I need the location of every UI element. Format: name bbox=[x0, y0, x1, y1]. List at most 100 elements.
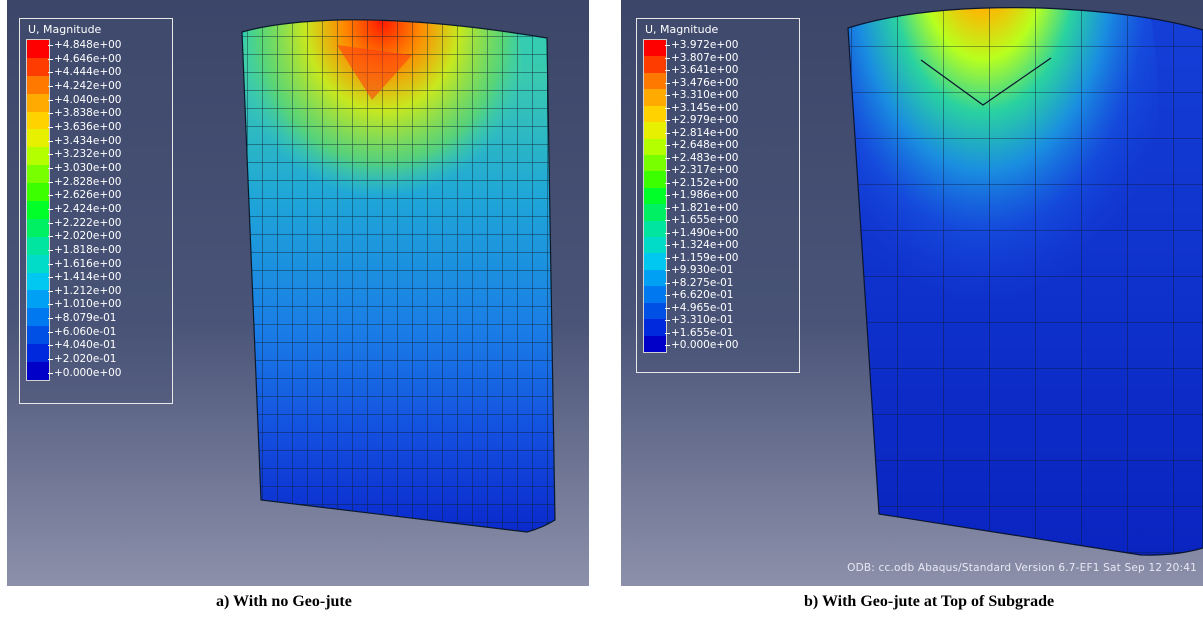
legend-value: +4.242e+00 bbox=[47, 79, 122, 92]
legend-value: +1.490e+00 bbox=[664, 226, 739, 239]
color-swatch bbox=[644, 302, 666, 320]
color-swatch bbox=[644, 187, 666, 205]
color-swatch bbox=[644, 138, 666, 155]
color-swatch bbox=[27, 362, 49, 380]
legend-value: +4.040e+00 bbox=[47, 93, 122, 106]
color-swatch bbox=[27, 129, 49, 148]
legend-value: +6.060e-01 bbox=[47, 326, 121, 338]
legend-value: +3.030e+00 bbox=[47, 161, 122, 174]
legend-value: +3.972e+00 bbox=[664, 39, 739, 51]
color-swatch bbox=[27, 147, 49, 166]
color-swatch bbox=[27, 201, 49, 219]
color-swatch bbox=[27, 254, 49, 273]
color-swatch bbox=[644, 319, 666, 336]
legend-value: +2.424e+00 bbox=[47, 202, 122, 215]
legend-value: +3.232e+00 bbox=[47, 148, 122, 161]
legend-value: +4.646e+00 bbox=[47, 52, 122, 65]
legend-a: U, Magnitude +4.848e+00 +4.646e+00 +4.444e… bbox=[19, 18, 173, 404]
color-swatch bbox=[27, 236, 49, 255]
legend-value: +2.317e+00 bbox=[664, 164, 739, 176]
legend-value: +3.838e+00 bbox=[47, 107, 122, 120]
fe-mesh-model-a bbox=[241, 19, 556, 533]
legend-value: +2.222e+00 bbox=[47, 216, 122, 229]
color-swatch bbox=[27, 344, 49, 363]
color-swatch bbox=[27, 57, 49, 76]
legend-labels: +4.848e+00 +4.646e+00 +4.444e+00 +4.242e+00… bbox=[47, 39, 122, 379]
legend-labels: +3.972e+00 +3.807e+00 +3.641e+00 +3.476e+00… bbox=[664, 39, 739, 351]
legend-value: +1.616e+00 bbox=[47, 257, 122, 270]
color-swatch bbox=[27, 111, 49, 130]
legend-value: +4.965e-01 bbox=[664, 302, 738, 314]
legend-value: +3.310e+00 bbox=[664, 89, 739, 101]
color-swatch bbox=[27, 40, 49, 58]
color-swatch bbox=[644, 171, 666, 188]
legend-title: U, Magnitude bbox=[645, 23, 719, 36]
legend-value: +8.079e-01 bbox=[47, 312, 121, 324]
legend-value: +1.655e+00 bbox=[664, 214, 739, 226]
legend-title: U, Magnitude bbox=[28, 23, 102, 36]
color-bar bbox=[26, 39, 50, 381]
legend-value: +9.930e-01 bbox=[664, 264, 738, 276]
legend-value: +4.444e+00 bbox=[47, 66, 122, 79]
legend-value: +6.620e-01 bbox=[664, 289, 738, 301]
color-swatch bbox=[644, 335, 666, 353]
legend-b: U, Magnitude +3.972e+00 +3.807e+00 +3.641e… bbox=[636, 18, 800, 373]
fe-mesh-model-b bbox=[847, 7, 1203, 556]
legend-value: +8.275e-01 bbox=[664, 277, 738, 289]
legend-value: +1.212e+00 bbox=[47, 284, 122, 297]
contour-plot-panel-b: U, Magnitude +3.972e+00 +3.807e+00 +3.641e… bbox=[621, 0, 1203, 586]
legend-value: +3.310e-01 bbox=[664, 314, 738, 326]
color-swatch bbox=[644, 72, 666, 90]
legend-value: +2.152e+00 bbox=[664, 176, 739, 189]
color-swatch bbox=[27, 308, 49, 327]
color-swatch bbox=[27, 75, 49, 94]
color-swatch bbox=[644, 220, 666, 238]
color-swatch bbox=[27, 290, 49, 309]
color-swatch bbox=[644, 253, 666, 270]
color-swatch bbox=[644, 105, 666, 123]
color-swatch bbox=[27, 183, 49, 202]
legend-value: +1.324e+00 bbox=[664, 239, 739, 251]
legend-value: +1.818e+00 bbox=[47, 243, 122, 256]
legend-value: +0.000e+00 bbox=[47, 366, 122, 379]
legend-value: +2.626e+00 bbox=[47, 189, 122, 202]
legend-value: +3.636e+00 bbox=[47, 120, 122, 133]
legend-value: +2.814e+00 bbox=[664, 126, 739, 139]
color-swatch bbox=[644, 122, 666, 139]
legend-value: +3.641e+00 bbox=[664, 64, 739, 76]
odb-info-text: ODB: cc.odb Abaqus/Standard Version 6.7-… bbox=[847, 562, 1197, 574]
legend-value: +4.848e+00 bbox=[47, 39, 122, 51]
caption-a: a) With no Geo-jute bbox=[216, 593, 352, 610]
color-swatch bbox=[644, 204, 666, 221]
color-swatch bbox=[644, 89, 666, 106]
contour-plot-panel-a: U, Magnitude +4.848e+00 +4.646e+00 +4.444e… bbox=[7, 0, 589, 586]
legend-value: +2.483e+00 bbox=[664, 151, 739, 164]
legend-value: +2.020e-01 bbox=[47, 353, 121, 365]
legend-value: +1.414e+00 bbox=[47, 271, 122, 284]
color-swatch bbox=[27, 93, 49, 112]
color-swatch bbox=[644, 286, 666, 303]
legend-value: +3.145e+00 bbox=[664, 101, 739, 114]
legend-value: +1.010e+00 bbox=[47, 298, 122, 311]
legend-value: +1.986e+00 bbox=[664, 189, 739, 201]
legend-value: +0.000e+00 bbox=[664, 339, 739, 351]
color-swatch bbox=[27, 218, 49, 237]
legend-value: +1.159e+00 bbox=[664, 251, 739, 264]
color-swatch bbox=[644, 237, 666, 254]
legend-value: +2.648e+00 bbox=[664, 139, 739, 151]
legend-value: +3.476e+00 bbox=[664, 76, 739, 89]
legend-value: +2.828e+00 bbox=[47, 175, 122, 188]
color-swatch bbox=[644, 154, 666, 172]
legend-value: +1.821e+00 bbox=[664, 201, 739, 214]
legend-value: +3.807e+00 bbox=[664, 51, 739, 64]
color-swatch bbox=[644, 56, 666, 73]
legend-value: +1.655e-01 bbox=[664, 327, 738, 339]
color-swatch bbox=[27, 326, 49, 345]
legend-value: +3.434e+00 bbox=[47, 134, 122, 147]
color-swatch bbox=[644, 40, 666, 57]
color-swatch bbox=[27, 272, 49, 291]
legend-value: +2.979e+00 bbox=[664, 114, 739, 126]
legend-value: +2.020e+00 bbox=[47, 230, 122, 243]
caption-b: b) With Geo-jute at Top of Subgrade bbox=[804, 593, 1055, 610]
legend-value: +4.040e-01 bbox=[47, 339, 121, 351]
